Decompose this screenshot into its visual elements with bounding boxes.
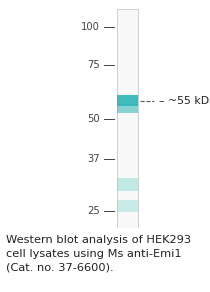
Text: Western blot analysis of HEK293
cell lysates using Ms anti-Emi1
(Cat. no. 37-660: Western blot analysis of HEK293 cell lys… xyxy=(6,235,192,272)
Bar xyxy=(117,105,138,113)
Bar xyxy=(117,178,138,191)
Text: 37: 37 xyxy=(87,154,100,164)
Text: 75: 75 xyxy=(87,60,100,70)
Text: 25: 25 xyxy=(87,206,100,216)
Text: 50: 50 xyxy=(87,114,100,124)
Bar xyxy=(117,199,138,212)
Bar xyxy=(117,95,138,106)
Text: – ~55 kDa: – ~55 kDa xyxy=(159,95,210,105)
Bar xyxy=(117,9,138,228)
Text: 100: 100 xyxy=(81,22,100,32)
